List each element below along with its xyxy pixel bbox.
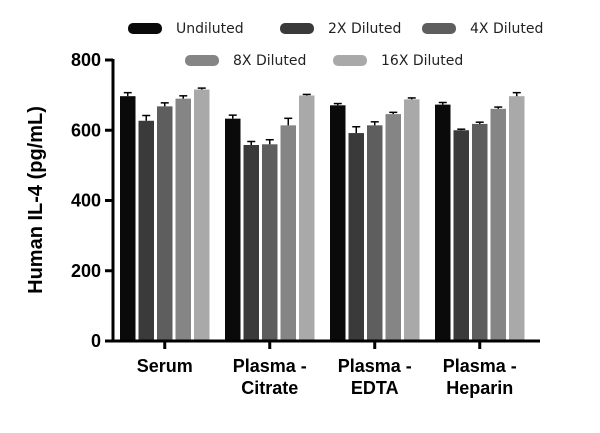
y-tick-label: 800 [71, 50, 101, 70]
legend-label: 4X Diluted [470, 21, 543, 37]
bar-3-4 [509, 96, 525, 342]
legend-swatch [422, 23, 456, 34]
y-axis: 0 200 400 600 800 [71, 50, 115, 351]
y-tick-label: 400 [71, 191, 101, 211]
legend-label: 16X Diluted [381, 53, 463, 69]
bar-0-3 [175, 98, 191, 341]
x-tick-label: Plasma - [443, 356, 517, 376]
legend-swatch [280, 23, 314, 34]
bar-0-2 [157, 106, 173, 342]
y-tick-label: 200 [71, 261, 101, 281]
legend-label: 8X Diluted [233, 53, 306, 69]
x-tick-label: Serum [137, 356, 193, 376]
bar-0-1 [138, 120, 154, 341]
bar-3-0 [435, 104, 451, 341]
x-tick-label: Citrate [241, 378, 298, 398]
legend-swatch [128, 23, 162, 34]
bar-0-0 [120, 96, 136, 342]
legend-swatch [185, 55, 219, 66]
y-axis-label: Human IL-4 (pg/mL) [25, 106, 47, 294]
x-tick-label: Plasma - [338, 356, 412, 376]
bar-2-2 [367, 125, 383, 342]
legend-label: Undiluted [176, 21, 244, 37]
x-tick-label: EDTA [351, 378, 399, 398]
x-tick-label: Heparin [446, 378, 513, 398]
bar-1-3 [280, 125, 296, 342]
legend-label: 2X Diluted [328, 21, 401, 37]
bar-1-0 [225, 118, 241, 341]
legend: Undiluted 2X Diluted 4X Diluted 8X Diluted 1… [128, 21, 543, 69]
bar-2-4 [404, 99, 420, 341]
bar-3-3 [490, 108, 506, 341]
bar-3-2 [472, 123, 488, 342]
y-tick-label: 0 [91, 331, 101, 351]
y-tick-label: 600 [71, 120, 101, 140]
bar-1-2 [262, 144, 278, 341]
bar-1-1 [243, 145, 259, 341]
legend-swatch [333, 55, 367, 66]
bars-group [120, 87, 525, 342]
bar-2-0 [330, 105, 346, 341]
bar-3-1 [453, 130, 469, 341]
bar-2-1 [348, 133, 364, 341]
bar-2-3 [385, 114, 401, 341]
x-tick-label: Plasma - [233, 356, 307, 376]
bar-1-4 [299, 95, 315, 341]
bar-0-4 [194, 89, 210, 341]
